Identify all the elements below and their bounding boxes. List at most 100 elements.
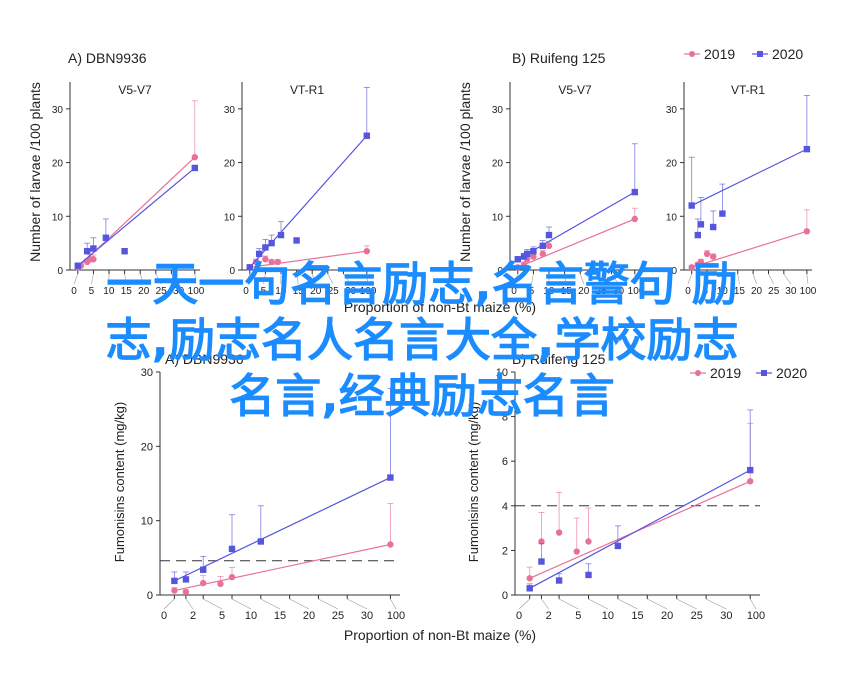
data-point-2019 <box>274 258 282 266</box>
series-2020-line <box>174 477 391 582</box>
data-point-2019 <box>573 548 580 555</box>
x-tick-label: 5 <box>529 286 535 297</box>
y-tick-label: 30 <box>666 105 678 116</box>
data-point-2019 <box>200 579 207 587</box>
legend-2020-marker <box>761 370 767 376</box>
x-tick-label: 10 <box>103 286 115 297</box>
x-tick-label: 20 <box>578 286 590 297</box>
x-tick-leader <box>611 273 619 285</box>
y-tick-label: 0 <box>671 266 677 277</box>
x-tick-label: 20 <box>310 286 322 297</box>
y-tick-label: 10 <box>496 367 508 379</box>
x-tick-label: 0 <box>516 610 522 622</box>
data-point-2020 <box>538 558 545 565</box>
x-tick-leader <box>704 273 708 285</box>
y-tick-label: 30 <box>52 105 64 116</box>
data-point-2020 <box>171 577 178 585</box>
x-tick-label: 15 <box>293 286 305 297</box>
legend-bottom: 2019 2020 <box>690 365 807 381</box>
x-tick-leader <box>91 273 94 285</box>
x-tick-leader <box>513 273 519 285</box>
data-point-2019 <box>387 541 394 548</box>
x-tick-label: 100 <box>628 286 645 297</box>
x-tick-label: 2 <box>546 610 552 622</box>
x-tick-leader <box>705 598 727 610</box>
y-tick-label: 0 <box>497 266 503 277</box>
data-point-2020 <box>539 242 546 250</box>
x-tick-leader <box>139 273 144 285</box>
data-point-2019 <box>262 256 269 263</box>
x-tick-label: 0 <box>511 286 517 297</box>
legend-2020-label: 2020 <box>776 365 807 381</box>
x-tick-leader <box>579 273 584 285</box>
series-2019-line <box>249 250 367 268</box>
series-2019-line <box>174 543 391 592</box>
data-point-2019 <box>363 248 370 255</box>
x-tick-label: 100 <box>747 610 765 622</box>
y-tick-label: 10 <box>52 212 64 223</box>
x-tick-leader <box>318 598 339 610</box>
panel-subtitle: V5-V7 <box>558 83 592 97</box>
x-tick-label: 5 <box>261 286 267 297</box>
panel-a-title-bottom: A) DBN9936 <box>165 351 244 367</box>
x-tick-leader <box>203 598 223 610</box>
bottom-right-ylabel: Fumonisins content (mg/kg) <box>466 402 481 562</box>
y-tick-label: 0 <box>57 266 63 277</box>
x-tick-leader <box>124 273 127 285</box>
data-point-2020 <box>74 262 81 269</box>
data-point-2019 <box>631 215 638 223</box>
y-tick-label: 6 <box>502 456 508 468</box>
data-point-2020 <box>277 231 285 239</box>
y-tick-label: 30 <box>141 367 153 379</box>
y-tick-label: 10 <box>666 212 678 223</box>
x-tick-leader <box>185 598 194 610</box>
x-tick-leader <box>634 273 637 285</box>
data-point-2019 <box>526 575 533 582</box>
y-tick-label: 10 <box>492 212 504 223</box>
data-point-2020 <box>747 466 754 474</box>
data-point-2019 <box>803 228 811 235</box>
x-tick-label: 0 <box>71 286 77 297</box>
x-tick-leader <box>73 273 79 285</box>
x-tick-leader <box>343 273 351 285</box>
data-point-2020 <box>293 237 300 244</box>
data-point-2019 <box>252 258 260 266</box>
series-2020-line <box>691 148 808 207</box>
y-tick-label: 0 <box>229 266 235 277</box>
data-point-2019 <box>217 580 224 588</box>
data-point-2020 <box>523 250 531 258</box>
x-tick-leader <box>171 273 179 285</box>
x-tick-label: 25 <box>328 286 340 297</box>
data-point-2019 <box>697 258 705 266</box>
legend-2020-marker <box>757 51 763 57</box>
data-point-2019 <box>545 242 553 250</box>
x-tick-label: 20 <box>751 286 763 297</box>
legend-2019-label: 2019 <box>710 365 741 381</box>
x-tick-label: 15 <box>734 286 746 297</box>
series-2020-line <box>529 469 751 589</box>
data-point-2020 <box>102 234 110 241</box>
x-tick-label: 25 <box>156 286 168 297</box>
data-point-2019 <box>90 256 97 263</box>
x-tick-label: 15 <box>274 610 286 622</box>
x-tick-label: 30 <box>613 286 625 297</box>
x-tick-leader <box>783 273 792 285</box>
x-tick-leader <box>263 273 266 285</box>
data-point-2020 <box>803 145 811 153</box>
x-tick-leader <box>558 598 579 610</box>
x-tick-leader <box>531 273 534 285</box>
legend-2019-marker <box>695 370 701 376</box>
x-tick-label: 30 <box>785 286 797 297</box>
x-tick-leader <box>617 598 638 610</box>
data-point-2019 <box>520 261 528 268</box>
x-tick-leader <box>541 598 549 610</box>
data-point-2020 <box>255 250 263 258</box>
data-point-2019 <box>191 154 198 161</box>
x-tick-leader <box>768 273 774 285</box>
x-tick-label: 100 <box>360 286 377 297</box>
x-tick-label: 100 <box>188 286 205 297</box>
